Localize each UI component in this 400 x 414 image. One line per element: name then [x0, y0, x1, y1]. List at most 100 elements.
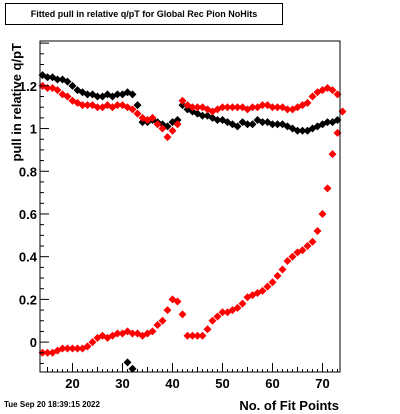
- red-series-marker: [163, 306, 172, 315]
- red-series-marker: [173, 297, 182, 306]
- red-series-marker: [263, 282, 272, 291]
- red-series-marker: [158, 124, 167, 133]
- data-markers: [38, 71, 347, 373]
- red-series-marker: [113, 329, 122, 338]
- red-series-marker: [148, 327, 157, 336]
- red-series-marker: [173, 120, 182, 129]
- red-series-marker: [158, 316, 167, 325]
- red-series-marker: [153, 120, 162, 129]
- red-series-marker: [328, 150, 337, 159]
- black-series-marker: [258, 118, 267, 127]
- black-series-marker: [248, 120, 257, 129]
- red-series-marker: [318, 209, 327, 218]
- black-series-marker: [128, 364, 137, 373]
- red-series-marker: [278, 265, 287, 274]
- red-series-marker: [313, 227, 322, 236]
- red-series-marker: [288, 252, 297, 261]
- y-tick-label: 1: [30, 122, 37, 137]
- red-series-marker: [233, 303, 242, 312]
- black-series-marker: [268, 120, 277, 129]
- red-series-marker: [113, 101, 122, 110]
- black-series-marker: [323, 118, 332, 127]
- timestamp: Tue Sep 20 18:39:15 2022: [4, 400, 100, 409]
- red-series-marker: [258, 286, 267, 295]
- red-series-marker: [258, 101, 267, 110]
- red-series-marker: [198, 331, 207, 340]
- red-series-marker: [188, 331, 197, 340]
- x-tick-label: 20: [65, 376, 79, 391]
- black-series-marker: [233, 122, 242, 131]
- red-series-marker: [93, 103, 102, 112]
- y-tick-label: 0.6: [19, 207, 37, 222]
- red-series-marker: [183, 331, 192, 340]
- y-tick-label: 0.4: [19, 250, 38, 265]
- x-axis-title: No. of Fit Points: [239, 398, 339, 413]
- red-series-marker: [163, 133, 172, 142]
- red-series-marker: [273, 103, 282, 112]
- red-series-marker: [213, 312, 222, 321]
- red-series-marker: [283, 105, 292, 114]
- black-series-marker: [63, 77, 72, 86]
- black-series-marker: [133, 101, 142, 110]
- red-series-marker: [43, 348, 52, 357]
- red-series-marker: [308, 92, 317, 101]
- black-series-marker: [43, 73, 52, 82]
- red-series-marker: [178, 310, 187, 319]
- red-series-marker: [193, 331, 202, 340]
- red-series-marker: [153, 321, 162, 330]
- y-tick-label: 0: [30, 335, 37, 350]
- red-series-marker: [63, 344, 72, 353]
- black-series-marker: [273, 120, 282, 129]
- black-series-marker: [68, 81, 77, 90]
- plot-frame: [39, 40, 341, 373]
- red-series-marker: [128, 329, 137, 338]
- red-series-marker: [218, 308, 227, 317]
- chart-title-box: Fitted pull in relative q/pT for Global …: [5, 3, 283, 25]
- red-series-marker: [308, 237, 317, 246]
- red-series-marker: [178, 96, 187, 105]
- red-series-marker: [298, 246, 307, 255]
- red-series-marker: [68, 344, 77, 353]
- red-series-marker: [328, 86, 337, 95]
- red-series-marker: [273, 271, 282, 280]
- red-series-marker: [238, 299, 247, 308]
- red-series-marker: [303, 242, 312, 251]
- red-series-marker: [88, 338, 97, 347]
- red-series-marker: [283, 256, 292, 265]
- y-axis-title: pull in relative q/pT: [9, 43, 24, 162]
- red-series-marker: [188, 103, 197, 112]
- red-series-marker: [303, 98, 312, 107]
- red-series-marker: [168, 126, 177, 135]
- black-series-marker: [173, 116, 182, 125]
- x-tick-label: 70: [315, 376, 329, 391]
- black-series-marker: [178, 101, 187, 110]
- red-series-marker: [73, 344, 82, 353]
- red-series-marker: [83, 342, 92, 351]
- chart-title: Fitted pull in relative q/pT for Global …: [30, 9, 258, 19]
- red-series-marker: [203, 325, 212, 334]
- black-series-marker: [83, 90, 92, 99]
- x-tick-label: 50: [215, 376, 229, 391]
- x-tick-label: 60: [265, 376, 279, 391]
- x-tick-label: 40: [165, 376, 179, 391]
- black-series-marker: [53, 75, 62, 84]
- black-series-marker: [123, 358, 132, 367]
- red-series-marker: [128, 105, 137, 114]
- axes: 20 30 40 50 60 70 0 0.2 0.4 0.6 0.8 1 1.2: [19, 42, 338, 391]
- black-series-marker: [213, 116, 222, 125]
- black-series-marker: [298, 126, 307, 135]
- black-series-marker: [128, 90, 137, 99]
- red-series-marker: [268, 103, 277, 112]
- y-tick-label: 1.2: [19, 79, 37, 94]
- red-series-marker: [78, 101, 87, 110]
- red-series-marker: [53, 86, 62, 95]
- red-series-marker: [223, 103, 232, 112]
- red-series-marker: [233, 103, 242, 112]
- black-series-marker: [113, 90, 122, 99]
- red-series-marker: [63, 92, 72, 101]
- red-series-marker: [268, 278, 277, 287]
- black-series-marker: [293, 126, 302, 135]
- red-series-marker: [193, 103, 202, 112]
- y-tick-label: 0.8: [19, 164, 37, 179]
